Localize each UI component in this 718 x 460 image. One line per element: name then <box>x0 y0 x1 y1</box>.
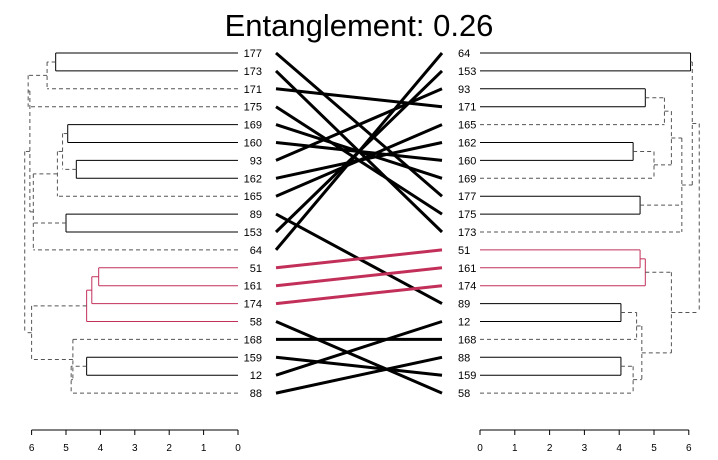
right-leaf-label-58: 58 <box>458 388 470 400</box>
connector-51 <box>275 248 443 270</box>
left-axis-tick-label-2: 2 <box>166 443 172 454</box>
left-axis-tick-label-1: 1 <box>201 443 207 454</box>
right-axis-tick-label-5: 5 <box>651 443 657 454</box>
left-leaf-label-165: 165 <box>244 191 262 203</box>
left-leaf-label-88: 88 <box>250 388 262 400</box>
left-leaf-labels: 177 173 171 175 169 160 93 162 165 89 153 64 51 161 17… <box>244 48 262 400</box>
right-leaf-label-64: 64 <box>458 48 470 60</box>
left-leaf-label-64: 64 <box>250 245 262 257</box>
right-leaf-label-12: 12 <box>458 317 470 329</box>
left-axis-tick-label-6: 6 <box>29 443 35 454</box>
connector-12 <box>275 320 443 377</box>
left-leaf-label-153: 153 <box>244 227 262 239</box>
left-leaf-label-174: 174 <box>244 299 262 311</box>
left-leaf-label-162: 162 <box>244 173 262 185</box>
connector-161 <box>275 266 443 288</box>
connector-lines <box>274 51 444 395</box>
left-axis-tick-label-0: 0 <box>235 443 241 454</box>
left-leaf-label-159: 159 <box>244 352 262 364</box>
connector-174 <box>275 284 443 306</box>
left-leaf-label-51: 51 <box>250 263 262 275</box>
connector-165 <box>275 123 443 198</box>
right-leaf-label-177: 177 <box>458 191 476 203</box>
connector-58 <box>275 320 443 395</box>
right-leaf-label-169: 169 <box>458 173 476 185</box>
right-axis-tick-label-3: 3 <box>582 443 588 454</box>
left-leaf-label-161: 161 <box>244 281 262 293</box>
right-leaf-label-153: 153 <box>458 66 476 78</box>
left-axis-tick-label-4: 4 <box>98 443 104 454</box>
right-axis-tick-label-2: 2 <box>547 443 553 454</box>
right-leaf-label-51: 51 <box>458 245 470 257</box>
right-leaf-label-171: 171 <box>458 102 476 114</box>
right-leaf-label-165: 165 <box>458 120 476 132</box>
right-leaf-label-89: 89 <box>458 299 470 311</box>
connector-93 <box>275 87 443 162</box>
right-axis-tick-label-6: 6 <box>686 443 692 454</box>
chart-title: Entanglement: 0.26 <box>225 8 494 43</box>
right-axis-tick-label-0: 0 <box>477 443 483 454</box>
right-leaf-label-160: 160 <box>458 155 476 167</box>
connector-64 <box>274 52 444 251</box>
left-leaf-label-12: 12 <box>250 370 262 382</box>
left-leaf-label-175: 175 <box>244 102 262 114</box>
left-height-axis: 6 5 4 3 2 1 0 <box>29 429 241 454</box>
right-height-axis: 0 1 2 3 4 5 6 <box>477 429 692 454</box>
right-dendrogram <box>480 52 700 394</box>
left-leaf-label-93: 93 <box>250 155 262 167</box>
right-axis-tick-label-1: 1 <box>512 443 518 454</box>
left-leaf-label-173: 173 <box>244 66 262 78</box>
right-leaf-label-93: 93 <box>458 84 470 96</box>
right-leaf-label-175: 175 <box>458 209 476 221</box>
right-leaf-label-173: 173 <box>458 227 476 239</box>
connector-88 <box>275 355 443 395</box>
connector-159 <box>275 355 443 377</box>
right-leaf-labels: 64 153 93 171 165 162 160 169 177 175 173 51 161 174 8… <box>458 48 476 400</box>
left-leaf-label-58: 58 <box>250 317 262 329</box>
right-leaf-label-88: 88 <box>458 352 470 364</box>
left-leaf-label-89: 89 <box>250 209 262 221</box>
left-leaf-label-160: 160 <box>244 138 262 150</box>
right-leaf-label-174: 174 <box>458 281 476 293</box>
right-axis-tick-label-4: 4 <box>616 443 622 454</box>
right-leaf-label-161: 161 <box>458 263 476 275</box>
right-leaf-label-159: 159 <box>458 370 476 382</box>
left-leaf-label-168: 168 <box>244 334 262 346</box>
left-leaf-label-169: 169 <box>244 120 262 132</box>
right-leaf-label-168: 168 <box>458 334 476 346</box>
left-dendrogram <box>24 52 238 394</box>
connector-171 <box>275 87 443 109</box>
left-leaf-label-171: 171 <box>244 84 262 96</box>
left-leaf-label-177: 177 <box>244 48 262 60</box>
right-leaf-label-162: 162 <box>458 138 476 150</box>
left-axis-tick-label-3: 3 <box>132 443 138 454</box>
left-axis-tick-label-5: 5 <box>63 443 69 454</box>
